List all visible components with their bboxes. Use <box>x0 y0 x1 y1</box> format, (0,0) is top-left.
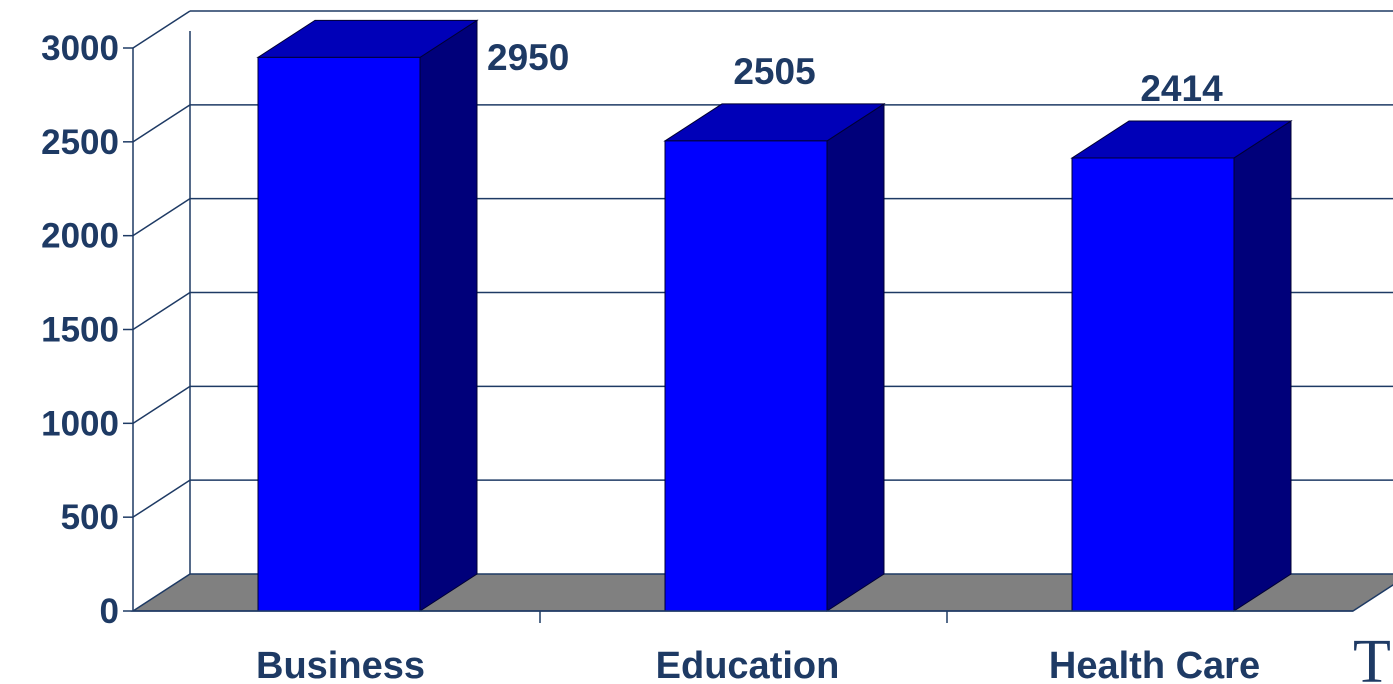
y-tick-label: 1500 <box>41 311 119 350</box>
gridline-side <box>132 198 191 237</box>
y-tick-label: 0 <box>100 592 119 631</box>
bar-front-face <box>664 140 828 612</box>
y-tick-label: 1000 <box>41 404 119 443</box>
data-labels: 2950 2505 2414 <box>487 37 1223 109</box>
bar-side-face <box>826 102 885 612</box>
bar-health-care <box>1070 120 1293 612</box>
gridline-side <box>132 10 191 49</box>
bar-side-face <box>1233 120 1292 612</box>
x-category-label: Education <box>656 645 840 684</box>
bar-front-face <box>1071 157 1235 612</box>
gridline-side <box>132 385 191 424</box>
bar-business <box>256 19 479 612</box>
x-category-label: Health Care <box>1049 645 1260 684</box>
gridline-side <box>132 104 191 143</box>
data-label: 2414 <box>1140 68 1223 109</box>
axes <box>123 47 1353 623</box>
gridline-side <box>132 479 191 518</box>
bar-side-face <box>419 19 478 612</box>
bar-front-face <box>257 56 421 612</box>
x-axis-category-labels: Business Education Health Care <box>256 645 1260 684</box>
y-tick-label: 2000 <box>41 217 119 256</box>
data-label: 2505 <box>733 51 815 92</box>
partial-edge-text: T <box>1353 628 1391 684</box>
y-tick-label: 3000 <box>41 29 119 68</box>
y-tick-label: 500 <box>61 498 119 537</box>
y-tick-label: 2500 <box>41 123 119 162</box>
bar-education <box>663 102 886 612</box>
bars <box>256 19 1293 612</box>
data-label: 2950 <box>487 37 569 78</box>
y-axis-tick-labels: 0 500 1000 1500 2000 2500 3000 <box>41 29 119 631</box>
gridline-side <box>132 291 191 331</box>
x-category-label: Business <box>256 645 425 684</box>
